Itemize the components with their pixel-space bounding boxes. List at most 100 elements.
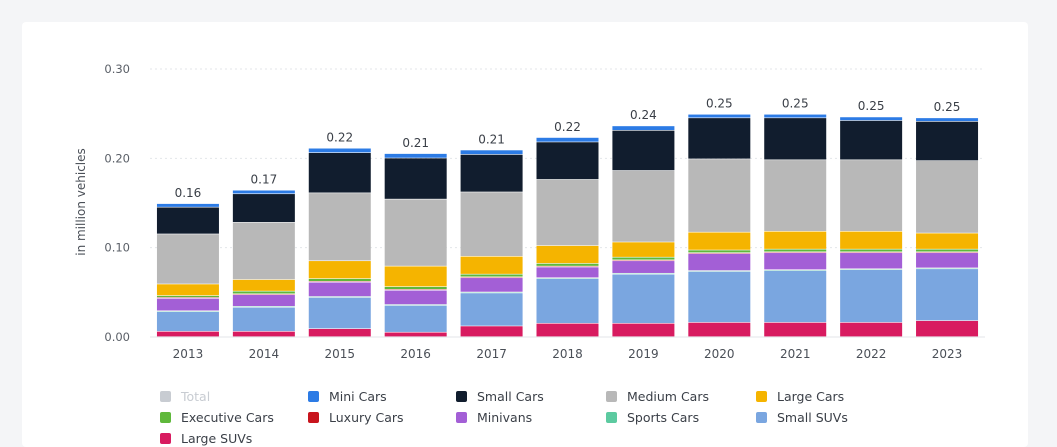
bar-segment-large-suvs-2014[interactable] [232,331,295,337]
bar-segment-large-cars-2013[interactable] [156,284,219,296]
bar-segment-small-suvs-2016[interactable] [384,305,447,332]
bar-segment-executive-cars-2013[interactable] [156,295,219,298]
bar-segment-small-suvs-2021[interactable] [764,270,827,323]
bar-segment-large-cars-2021[interactable] [764,231,827,249]
bar-segment-large-suvs-2015[interactable] [308,328,371,337]
bar-segment-executive-cars-2020[interactable] [688,250,751,253]
bar-segment-large-cars-2014[interactable] [232,279,295,291]
bar-segment-mini-cars-2022[interactable] [840,117,903,121]
bar-segment-medium-cars-2018[interactable] [536,179,599,246]
bar-segment-large-suvs-2022[interactable] [840,322,903,337]
bar-segment-small-suvs-2020[interactable] [688,271,751,323]
bar-segment-medium-cars-2015[interactable] [308,193,371,261]
legend-item-small-cars[interactable]: Small Cars [456,388,606,405]
bar-segment-medium-cars-2013[interactable] [156,234,219,284]
bar-segment-executive-cars-2022[interactable] [840,249,903,252]
bar-segment-large-cars-2017[interactable] [460,256,523,274]
bar-segment-mini-cars-2020[interactable] [688,114,751,118]
bar-segment-mini-cars-2019[interactable] [612,126,675,131]
bar-segment-mini-cars-2016[interactable] [384,153,447,158]
bar-segment-minivans-2023[interactable] [916,253,979,268]
bar-segment-executive-cars-2016[interactable] [384,286,447,290]
bar-segment-large-cars-2019[interactable] [612,242,675,257]
bar-segment-small-suvs-2014[interactable] [232,307,295,332]
legend-item-large-suvs[interactable]: Large SUVs [160,430,308,447]
bar-segment-mini-cars-2017[interactable] [460,150,523,155]
bar-segment-mini-cars-2023[interactable] [916,118,979,122]
bar-segment-large-suvs-2018[interactable] [536,323,599,337]
bar-segment-mini-cars-2013[interactable] [156,203,219,207]
bar-segment-medium-cars-2019[interactable] [612,170,675,242]
bar-segment-minivans-2015[interactable] [308,282,371,297]
legend-item-sports-cars[interactable]: Sports Cars [606,409,756,426]
bar-segment-minivans-2018[interactable] [536,267,599,278]
bar-segment-small-cars-2014[interactable] [232,194,295,223]
bar-segment-executive-cars-2018[interactable] [536,263,599,266]
bar-segment-small-suvs-2022[interactable] [840,270,903,323]
legend-item-small-suvs[interactable]: Small SUVs [756,409,906,426]
bar-segment-minivans-2019[interactable] [612,261,675,273]
bar-segment-medium-cars-2017[interactable] [460,192,523,256]
bar-segment-large-suvs-2013[interactable] [156,331,219,337]
legend-item-luxury-cars[interactable]: Luxury Cars [308,409,456,426]
bar-segment-large-cars-2022[interactable] [840,231,903,249]
bar-segment-minivans-2014[interactable] [232,295,295,307]
legend-item-minivans[interactable]: Minivans [456,409,606,426]
bar-segment-mini-cars-2021[interactable] [764,114,827,118]
bar-segment-small-suvs-2015[interactable] [308,297,371,329]
bar-segment-minivans-2013[interactable] [156,298,219,311]
legend-item-large-cars[interactable]: Large Cars [756,388,906,405]
bar-segment-minivans-2016[interactable] [384,290,447,305]
bar-segment-medium-cars-2023[interactable] [916,161,979,233]
bar-segment-large-suvs-2016[interactable] [384,332,447,337]
bar-segment-medium-cars-2016[interactable] [384,199,447,266]
legend-label: Large SUVs [181,431,253,446]
legend-item-executive-cars[interactable]: Executive Cars [160,409,308,426]
bar-segment-executive-cars-2019[interactable] [612,257,675,260]
legend-item-medium-cars[interactable]: Medium Cars [606,388,756,405]
bar-segment-small-cars-2020[interactable] [688,118,751,159]
bar-segment-mini-cars-2014[interactable] [232,190,295,194]
bar-segment-large-cars-2018[interactable] [536,245,599,264]
bar-segment-executive-cars-2017[interactable] [460,274,523,277]
bar-segment-large-suvs-2021[interactable] [764,322,827,337]
bar-segment-minivans-2020[interactable] [688,253,751,271]
bar-segment-small-suvs-2017[interactable] [460,293,523,326]
bar-segment-mini-cars-2015[interactable] [308,148,371,153]
bar-segment-small-cars-2023[interactable] [916,121,979,161]
bar-segment-medium-cars-2014[interactable] [232,222,295,280]
bar-segment-small-cars-2013[interactable] [156,207,219,234]
bar-segment-minivans-2022[interactable] [840,253,903,269]
bar-segment-small-suvs-2018[interactable] [536,278,599,323]
bar-segment-small-cars-2016[interactable] [384,158,447,199]
bar-segment-small-cars-2021[interactable] [764,118,827,160]
bar-segment-large-cars-2020[interactable] [688,232,751,250]
bar-segment-large-suvs-2019[interactable] [612,323,675,337]
bar-segment-small-cars-2019[interactable] [612,130,675,171]
bar-segment-executive-cars-2014[interactable] [232,291,295,294]
bar-segment-medium-cars-2021[interactable] [764,160,827,231]
bar-segment-executive-cars-2015[interactable] [308,278,371,282]
bar-segment-large-cars-2023[interactable] [916,233,979,249]
bar-segment-small-suvs-2019[interactable] [612,274,675,323]
bar-segment-executive-cars-2023[interactable] [916,249,979,252]
bar-segment-mini-cars-2018[interactable] [536,137,599,142]
bar-segment-minivans-2017[interactable] [460,278,523,292]
bar-segment-large-suvs-2023[interactable] [916,320,979,337]
bar-segment-small-cars-2015[interactable] [308,152,371,193]
bar-segment-small-suvs-2013[interactable] [156,311,219,332]
bar-segment-large-suvs-2020[interactable] [688,322,751,337]
legend-item-total[interactable]: Total [160,388,308,405]
bar-segment-large-cars-2015[interactable] [308,261,371,279]
bar-segment-large-suvs-2017[interactable] [460,326,523,337]
legend-item-mini-cars[interactable]: Mini Cars [308,388,456,405]
bar-segment-medium-cars-2020[interactable] [688,159,751,232]
bar-segment-large-cars-2016[interactable] [384,266,447,287]
bar-segment-small-cars-2022[interactable] [840,120,903,160]
bar-segment-executive-cars-2021[interactable] [764,249,827,252]
bar-segment-small-suvs-2023[interactable] [916,269,979,321]
bar-segment-small-cars-2017[interactable] [460,154,523,192]
bar-segment-minivans-2021[interactable] [764,253,827,270]
bar-segment-medium-cars-2022[interactable] [840,160,903,231]
bar-segment-small-cars-2018[interactable] [536,142,599,180]
